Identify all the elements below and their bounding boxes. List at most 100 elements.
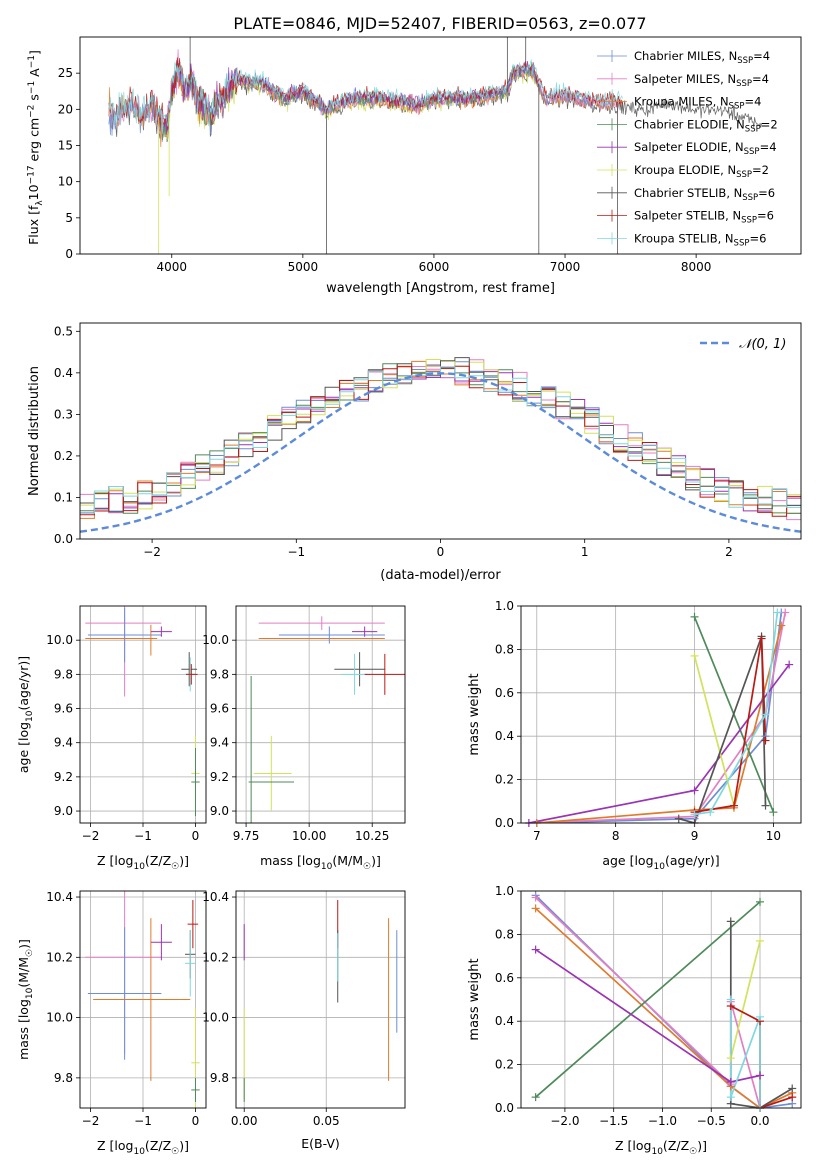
axes-frame [235, 890, 406, 1109]
x-axis-label: (data-model)/error [380, 568, 501, 583]
x-tick-label: 5000 [288, 260, 319, 274]
y-tick-label: 0.2 [495, 1058, 514, 1072]
legend-label: Kroupa ELODIE, NSSP=2 [634, 163, 769, 180]
x-tick-label: 8 [612, 829, 620, 843]
axes-frame [79, 890, 207, 1109]
series-line-kroupa-stelib [694, 612, 779, 816]
y-tick-label: 10.2 [46, 950, 73, 964]
y-tick-label: 0.8 [495, 927, 514, 941]
x-tick-label: 9.75 [233, 829, 260, 843]
y-tick-label: 0.6 [495, 971, 514, 985]
y-tick-label: 10.0 [46, 1011, 73, 1025]
y-tick-label: 9.6 [54, 702, 73, 716]
axes-frame [79, 36, 802, 255]
y-axis-label: mass weight [467, 673, 482, 755]
x-tick-label: −1.5 [599, 1114, 628, 1128]
y-tick-label: 9.6 [210, 702, 229, 716]
x-tick-label: 10.00 [292, 829, 326, 843]
y-tick-label: 9.2 [210, 770, 229, 784]
y-tick-label: 9.0 [54, 804, 73, 818]
hist-step-chabrier-elodie [80, 363, 801, 514]
y-tick-label: 25 [58, 66, 73, 80]
y-tick-label: 0.3 [54, 407, 73, 421]
spectrum-line-salpeter-elodie [158, 60, 539, 135]
spectrum-line-kroupa-stelib [108, 58, 623, 135]
x-tick-label: −2 [82, 829, 100, 843]
plot-area [108, 37, 763, 254]
plot-area [248, 616, 405, 823]
y-tick-label: 0.4 [54, 366, 73, 380]
y-tick-label: 1.0 [495, 599, 514, 613]
x-tick-label: −1 [134, 829, 152, 843]
y-tick-label: 9.4 [210, 736, 229, 750]
x-tick-label: 0 [192, 1114, 200, 1128]
x-tick-label: 7000 [550, 260, 581, 274]
plot-area [528, 612, 790, 823]
x-tick-label: −1 [287, 545, 305, 559]
hist-step-salpeter-stelib [80, 365, 801, 517]
y-axis-label: Flux [fλ10−17 erg cm−2 s−1 A−1] [26, 50, 45, 245]
x-tick-label: 7 [533, 829, 541, 843]
y-tick-label: 20 [58, 102, 73, 116]
x-axis-label: mass [log10(M/M☉)] [260, 853, 381, 872]
y-tick-label: 10.0 [46, 633, 73, 647]
legend-label: Salpeter MILES, NSSP=4 [634, 72, 769, 89]
y-tick-label: 1.0 [495, 884, 514, 898]
x-tick-label: 8000 [681, 260, 712, 274]
y-tick-label: 10.4 [46, 890, 73, 904]
age-vs-mass-panel: 9.75 10.00 10.25 9.0 9.2 9.4 9.6 9.8 10.0 mass [l… [202, 605, 406, 872]
legend-label: Salpeter ELODIE, NSSP=4 [634, 140, 777, 157]
y-tick-label: 9.8 [210, 667, 229, 681]
age-vs-metallicity-panel: −2 −1 0 9.0 9.2 9.4 9.6 9.8 10.0 Z [log10(Z/Z☉)] a… [16, 605, 207, 872]
y-tick-label: 10.0 [202, 633, 229, 647]
y-tick-label: 9.4 [54, 736, 73, 750]
x-tick-label: −2.0 [550, 1114, 579, 1128]
y-tick-label: 9.8 [210, 1071, 229, 1085]
y-tick-label: 9.0 [210, 804, 229, 818]
legend-label: 𝒩(0, 1) [739, 337, 786, 352]
series-line-kroupa-elodie [729, 940, 761, 1059]
mass-weight-vs-age-panel: 7 8 9 10 0.0 0.2 0.4 0.6 0.8 1.0 age [log10(age/yr… [467, 599, 802, 872]
y-tick-label: 15 [58, 139, 73, 153]
y-tick-label: 0.4 [495, 1014, 514, 1028]
axes-frame [79, 322, 802, 540]
series-line-salpeter-miles [528, 612, 787, 823]
series-line-kroupa-miles [535, 907, 793, 1108]
x-axis-label: wavelength [Angstrom, rest frame] [326, 281, 555, 296]
hist-step-kroupa-stelib [80, 366, 801, 514]
x-axis-label: Z [log10(Z/Z☉)] [97, 1138, 189, 1157]
legend-label: Kroupa STELIB, NSSP=6 [634, 231, 766, 248]
x-tick-label: 0 [192, 829, 200, 843]
y-tick-label: 0.2 [54, 449, 73, 463]
y-tick-label: 9.2 [54, 770, 73, 784]
y-axis-label: Normed distribution [27, 366, 42, 496]
x-axis-label: age [log10(age/yr)] [602, 853, 719, 872]
plot-area [535, 894, 793, 1108]
x-tick-label: 2 [725, 545, 733, 559]
x-axis-label: Z [log10(Z/Z☉)] [97, 853, 189, 872]
series-line-salpeter-stelib [694, 638, 767, 813]
spectrum-panel: 4000 5000 6000 7000 8000 0 5 10 15 20 25 wavelength… [26, 36, 802, 296]
legend-label: Salpeter STELIB, NSSP=6 [634, 209, 774, 226]
hist-step-salpeter-miles [80, 359, 801, 521]
y-tick-label: 0.2 [495, 773, 514, 787]
y-tick-label: 0.0 [54, 532, 73, 546]
y-tick-label: 10.0 [202, 1011, 229, 1025]
legend-label: Kroupa MILES, NSSP=4 [634, 95, 761, 112]
axes-frame [235, 605, 406, 824]
plot-area [243, 900, 398, 1102]
y-tick-label: 0.6 [495, 686, 514, 700]
mass-weight-vs-metallicity-panel: −2.0 −1.5 −1.0 −0.5 0.0 0.0 0.2 0.4 0.6 0.8 1.0 Z [… [467, 884, 802, 1157]
y-tick-label: 0.1 [54, 490, 73, 504]
normal-curve [80, 372, 801, 533]
series-line-chabrier-elodie [535, 901, 761, 1098]
x-tick-label: 4000 [156, 260, 187, 274]
x-tick-label: 0.05 [313, 1114, 340, 1128]
y-tick-label: 9.8 [54, 1071, 73, 1085]
residual-histogram-panel: −2 −1 0 1 2 0.0 0.1 0.2 0.3 0.4 0.5 (data-model)/er… [27, 322, 802, 583]
plot-area [85, 606, 200, 817]
x-axis-label: E(B-V) [301, 1136, 340, 1151]
figure-title: PLATE=0846, MJD=52407, FIBERID=0563, z=0… [233, 14, 646, 33]
hist-step-kroupa-miles [80, 360, 801, 519]
